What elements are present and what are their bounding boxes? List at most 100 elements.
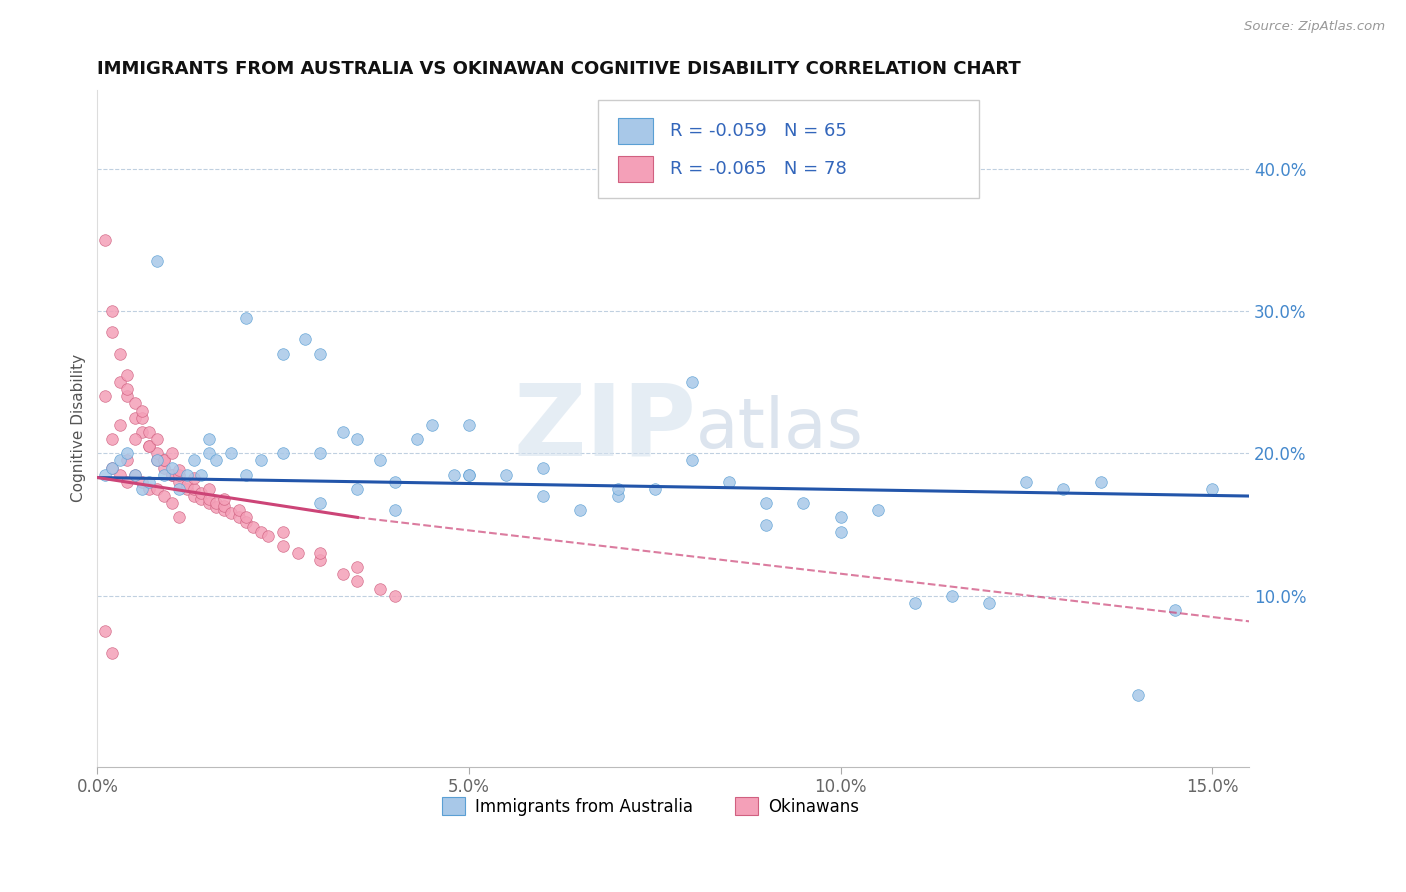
- Point: [1201, 482, 1223, 496]
- Point: [205, 496, 228, 510]
- Point: [458, 467, 481, 482]
- Point: [94, 467, 117, 482]
- Point: [167, 510, 190, 524]
- Point: [250, 524, 273, 539]
- Point: [183, 453, 205, 467]
- Point: [755, 517, 778, 532]
- FancyBboxPatch shape: [599, 101, 979, 199]
- Point: [138, 475, 160, 489]
- Point: [153, 489, 176, 503]
- Point: [146, 453, 169, 467]
- Point: [235, 515, 257, 529]
- Point: [346, 560, 368, 574]
- Point: [235, 510, 257, 524]
- Point: [1090, 475, 1112, 489]
- Text: R = -0.059   N = 65: R = -0.059 N = 65: [669, 122, 846, 140]
- Point: [1126, 689, 1149, 703]
- Point: [681, 453, 703, 467]
- Text: IMMIGRANTS FROM AUSTRALIA VS OKINAWAN COGNITIVE DISABILITY CORRELATION CHART: IMMIGRANTS FROM AUSTRALIA VS OKINAWAN CO…: [97, 60, 1021, 78]
- Point: [212, 499, 235, 513]
- Point: [904, 596, 927, 610]
- Text: R = -0.065   N = 78: R = -0.065 N = 78: [669, 160, 846, 178]
- Point: [176, 477, 198, 491]
- Point: [531, 489, 554, 503]
- Point: [242, 520, 264, 534]
- Point: [153, 467, 176, 482]
- Point: [101, 646, 124, 660]
- Point: [569, 503, 592, 517]
- Point: [309, 446, 332, 460]
- Point: [228, 503, 250, 517]
- Point: [309, 346, 332, 360]
- Point: [108, 467, 131, 482]
- Text: ZIP: ZIP: [513, 380, 696, 477]
- Point: [250, 453, 273, 467]
- Point: [183, 489, 205, 503]
- Point: [406, 432, 429, 446]
- Point: [131, 482, 153, 496]
- Point: [384, 589, 406, 603]
- Text: Source: ZipAtlas.com: Source: ZipAtlas.com: [1244, 20, 1385, 33]
- Point: [160, 460, 183, 475]
- Point: [420, 417, 443, 432]
- Point: [495, 467, 517, 482]
- Point: [160, 496, 183, 510]
- Point: [198, 482, 221, 496]
- Point: [1015, 475, 1038, 489]
- Point: [108, 375, 131, 389]
- Point: [108, 453, 131, 467]
- Point: [205, 453, 228, 467]
- Point: [167, 475, 190, 489]
- Point: [384, 503, 406, 517]
- Point: [115, 475, 138, 489]
- Point: [309, 553, 332, 567]
- Point: [115, 453, 138, 467]
- Point: [146, 453, 169, 467]
- Point: [101, 460, 124, 475]
- Point: [346, 482, 368, 496]
- Point: [153, 453, 176, 467]
- Point: [167, 482, 190, 496]
- Point: [235, 467, 257, 482]
- Point: [332, 425, 354, 439]
- Point: [138, 439, 160, 453]
- Point: [131, 475, 153, 489]
- Point: [124, 396, 146, 410]
- Point: [160, 467, 183, 482]
- Point: [346, 574, 368, 589]
- Point: [941, 589, 963, 603]
- Point: [271, 539, 294, 553]
- Point: [124, 467, 146, 482]
- Point: [115, 368, 138, 382]
- Point: [368, 453, 391, 467]
- Point: [124, 432, 146, 446]
- Point: [101, 304, 124, 318]
- Point: [384, 475, 406, 489]
- Point: [287, 546, 309, 560]
- Point: [257, 529, 280, 543]
- Point: [153, 460, 176, 475]
- Point: [219, 506, 242, 520]
- Point: [606, 489, 628, 503]
- Point: [271, 446, 294, 460]
- Point: [146, 432, 169, 446]
- Point: [332, 567, 354, 582]
- Point: [115, 389, 138, 403]
- Point: [606, 482, 628, 496]
- Point: [108, 417, 131, 432]
- Point: [198, 491, 221, 506]
- Point: [138, 482, 160, 496]
- Point: [190, 486, 212, 500]
- Text: atlas: atlas: [696, 395, 865, 462]
- Point: [271, 524, 294, 539]
- Point: [205, 500, 228, 515]
- Point: [167, 463, 190, 477]
- Point: [1164, 603, 1187, 617]
- Point: [94, 624, 117, 639]
- Point: [94, 389, 117, 403]
- Point: [138, 439, 160, 453]
- Point: [146, 446, 169, 460]
- Point: [212, 491, 235, 506]
- Point: [124, 410, 146, 425]
- Point: [160, 446, 183, 460]
